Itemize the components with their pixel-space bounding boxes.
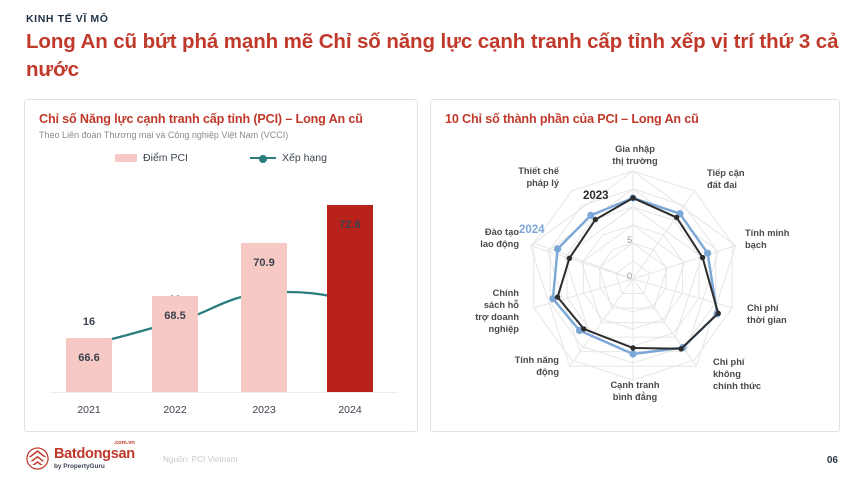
x-tick-2021: 2021 xyxy=(77,404,101,416)
line-swatch-icon xyxy=(249,153,276,163)
x-tick-2023: 2023 xyxy=(252,404,276,416)
bar-2021 xyxy=(66,338,112,392)
bar-chart-plot: 16 10 2 3 66.6 68.5 70.9 72.6 2021 2022 … xyxy=(25,100,419,433)
logo-name: Batdongsan xyxy=(54,446,135,462)
radar-label-chi-phi-khong-chinh-thuc: Chi phí không chính thức xyxy=(713,357,762,391)
x-tick-2022: 2022 xyxy=(163,404,187,416)
logo-tld: .com.vn xyxy=(113,440,135,446)
radar-label-tiep-can-dat-dai: Tiếp cận đất đai xyxy=(707,168,745,190)
radar-label-tinh-nang-dong: Tính năng động xyxy=(514,355,559,377)
bar-2024 xyxy=(327,205,373,392)
bar-2022 xyxy=(152,296,198,392)
bar-value-2022: 68.5 xyxy=(164,310,186,322)
radar-label-chi-phi-thoi-gian: Chi phí thời gian xyxy=(747,303,787,325)
x-tick-2024: 2024 xyxy=(338,404,362,416)
radar-series-tag-2024: 2024 xyxy=(519,224,545,236)
legend-label-xep-hang: Xếp hạng xyxy=(281,152,327,164)
bar-value-2023: 70.9 xyxy=(253,257,275,269)
house-logo-icon xyxy=(26,447,49,470)
radar-series-tag-2023: 2023 xyxy=(583,190,609,202)
radar-label-dao-tao-lao-dong: Đào tạo lao động xyxy=(480,227,519,249)
radar-label-canh-tranh-binh-dang: Cạnh tranh bình đẳng xyxy=(610,380,660,402)
pci-bar-chart-panel: Chỉ số Năng lực cạnh tranh cấp tỉnh (PCI… xyxy=(24,99,418,432)
bar-chart-legend: Điểm PCI Xếp hạng xyxy=(25,152,417,164)
radar-tick-0: 0 xyxy=(627,271,633,281)
page-number: 06 xyxy=(826,455,838,466)
bar-value-2021: 66.6 xyxy=(78,352,100,364)
right-panel-title: 10 Chỉ số thành phần của PCI – Long An c… xyxy=(445,112,699,126)
logo-byline: by PropertyGuru xyxy=(54,463,105,470)
source-note: Nguồn: PCI Vietnam xyxy=(163,455,238,464)
logo-wordmark: Batdongsan .com.vn by PropertyGuru xyxy=(54,440,135,470)
slide-kicker: KINH TẾ VĨ MÔ xyxy=(26,13,109,25)
radar-label-thiet-che-phap-ly: Thiết chế pháp lý xyxy=(518,166,559,188)
bar-2023 xyxy=(241,243,287,392)
bar-value-2024: 72.6 xyxy=(339,219,361,231)
x-axis-line xyxy=(50,392,398,393)
legend-label-diem-pci: Điểm PCI xyxy=(143,152,188,164)
radar-label-gia-nhap-thi-truong: Gia nhập thị trường xyxy=(612,144,658,166)
radar-tick-5: 5 xyxy=(627,235,633,245)
radar-chart-plot xyxy=(529,170,737,381)
pci-radar-chart-panel: 10 Chỉ số thành phần của PCI – Long An c… xyxy=(430,99,840,432)
bar-swatch-icon xyxy=(115,154,138,162)
page-title: Long An cũ bứt phá mạnh mẽ Chỉ số năng l… xyxy=(26,30,839,82)
legend-item-diem-pci: Điểm PCI xyxy=(115,152,188,164)
left-panel-subtitle: Theo Liên đoàn Thương mại và Công nghiệp… xyxy=(39,130,289,140)
rank-value-2021: 16 xyxy=(82,316,96,328)
legend-item-xep-hang: Xếp hạng xyxy=(249,152,327,164)
radar-label-chinh-sach-ho-tro-doanh-nghiep: Chính sách hỗ trợ doanh nghiệp xyxy=(475,288,519,334)
radar-label-tinh-minh-bach: Tính minh bạch xyxy=(745,228,790,250)
left-panel-title: Chỉ số Năng lực cạnh tranh cấp tỉnh (PCI… xyxy=(39,112,363,126)
batdongsan-logo: Batdongsan .com.vn by PropertyGuru xyxy=(26,440,135,470)
